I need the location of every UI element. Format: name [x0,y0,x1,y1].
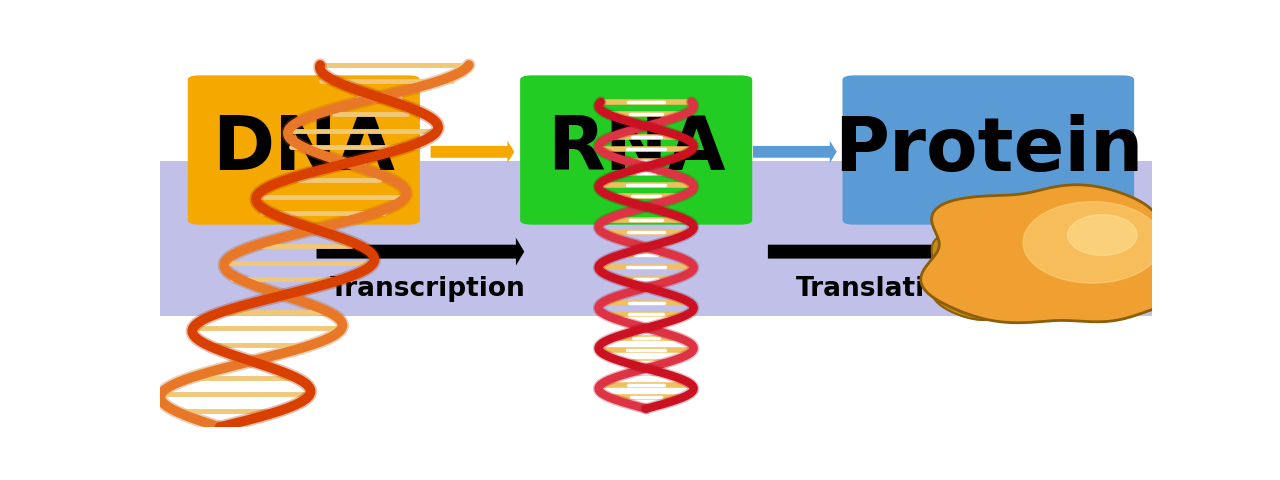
Polygon shape [932,231,1053,320]
Text: RNA: RNA [547,113,726,187]
FancyBboxPatch shape [188,75,420,225]
Text: Transcription: Transcription [330,276,526,301]
Bar [160,161,1152,316]
Text: Translation: Translation [796,276,963,301]
Text: DNA: DNA [212,113,396,187]
Polygon shape [1068,215,1137,255]
FancyBboxPatch shape [842,75,1134,225]
Polygon shape [1023,202,1162,283]
FancyBboxPatch shape [520,75,753,225]
Text: Protein: Protein [833,113,1143,187]
Polygon shape [920,185,1236,323]
